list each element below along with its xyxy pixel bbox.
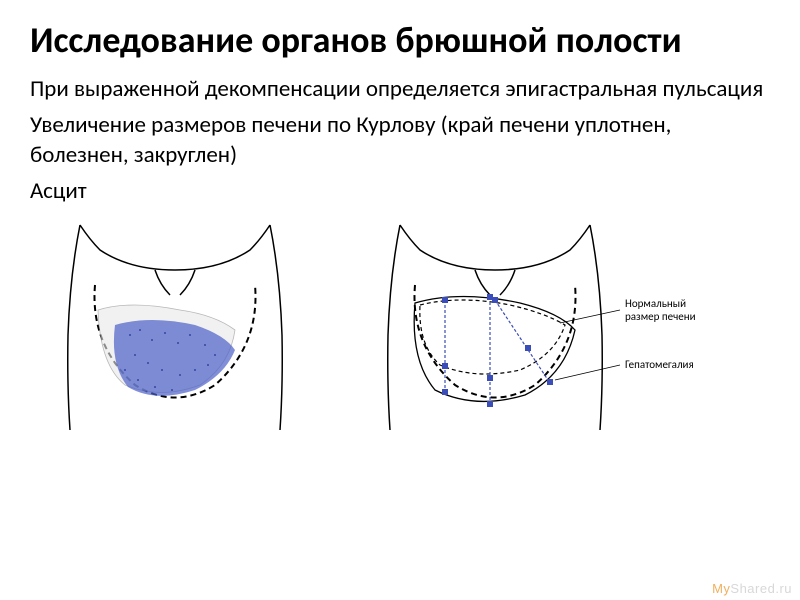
slide-title: Исследование органов брюшной полости <box>30 20 770 61</box>
measurement-lines <box>445 297 550 405</box>
label-normal-line2: размер печени <box>625 310 696 323</box>
diagram-right: Нормальный размер печени Гепатомегалия <box>360 215 740 440</box>
watermark-suffix: Shared.ru <box>730 581 792 596</box>
label-hepatomegaly: Гепатомегалия <box>625 358 694 371</box>
torso-liver-measured-svg: Нормальный размер печени Гепатомегалия <box>360 215 740 435</box>
label-normal-line1: Нормальный <box>625 297 686 310</box>
torso-outline-r <box>388 225 603 430</box>
torso-liver-shaded-svg <box>40 215 310 435</box>
measurement-markers <box>442 294 553 407</box>
diagram-left <box>40 215 310 440</box>
diagram-row: Нормальный размер печени Гепатомегалия <box>30 215 770 440</box>
paragraph-2: Увеличение размеров печени по Курлову (к… <box>30 111 770 171</box>
slide-container: Исследование органов брюшной полости При… <box>0 0 800 600</box>
paragraph-3: Асцит <box>30 177 770 207</box>
watermark-prefix: My <box>712 581 730 596</box>
paragraph-1: При выраженной декомпенсации определяетс… <box>30 75 770 105</box>
liver-normal-outline <box>420 300 565 374</box>
watermark: MyShared.ru <box>712 581 792 596</box>
